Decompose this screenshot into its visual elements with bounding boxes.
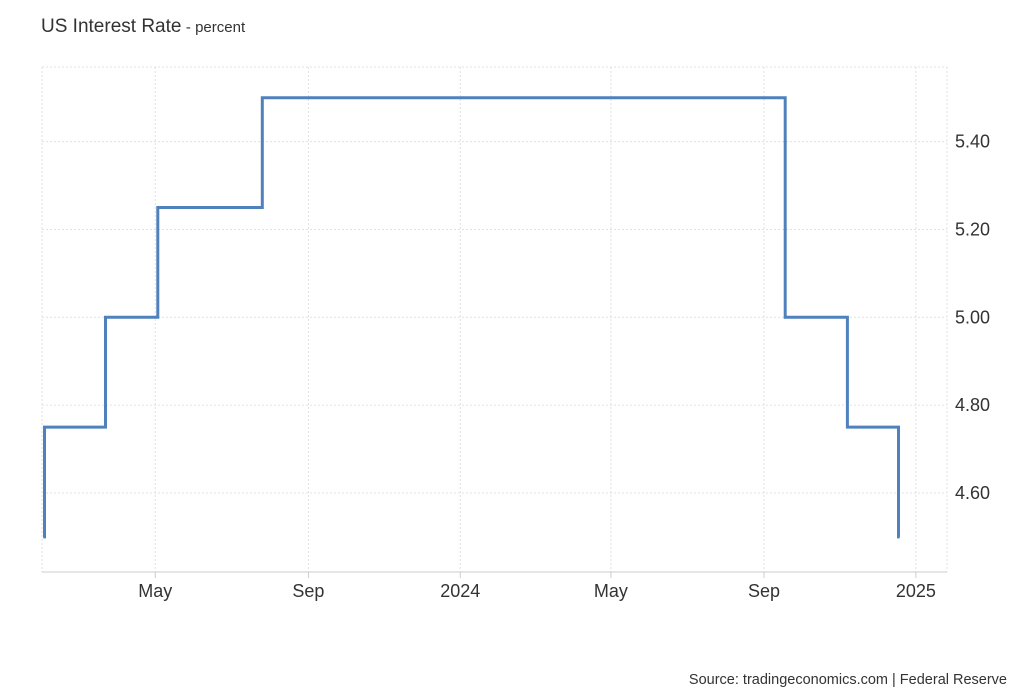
x-tick-labels: May Sep 2024 May Sep 2025 [138,581,936,601]
x-tick-label: 2024 [440,581,480,601]
x-tick-label: Sep [748,581,780,601]
source-note: Source: tradingeconomics.com | Federal R… [688,672,1007,688]
y-tick-label: 4.60 [955,483,990,503]
x-tick-label: 2025 [896,581,936,601]
y-tick-label: 5.40 [955,132,990,152]
chart-subtitle: percent [195,19,246,36]
y-tick-label: 5.00 [955,307,990,327]
chart-subtitle-separator: - [185,19,196,36]
series-line-us-interest-rate [43,96,900,539]
axes [42,571,947,578]
chart-title: US Interest Rate [41,16,182,37]
x-tick-label: May [594,581,628,601]
y-tick-labels: 4.60 4.80 5.00 5.20 5.40 [955,132,990,503]
grid-lines [41,66,948,572]
y-tick-label: 5.20 [955,219,990,239]
y-tick-label: 4.80 [955,395,990,415]
x-tick-label: Sep [292,581,324,601]
series-group [43,96,900,539]
x-tick-label: May [138,581,172,601]
chart-title-block: US Interest Rate - percent [41,16,245,38]
